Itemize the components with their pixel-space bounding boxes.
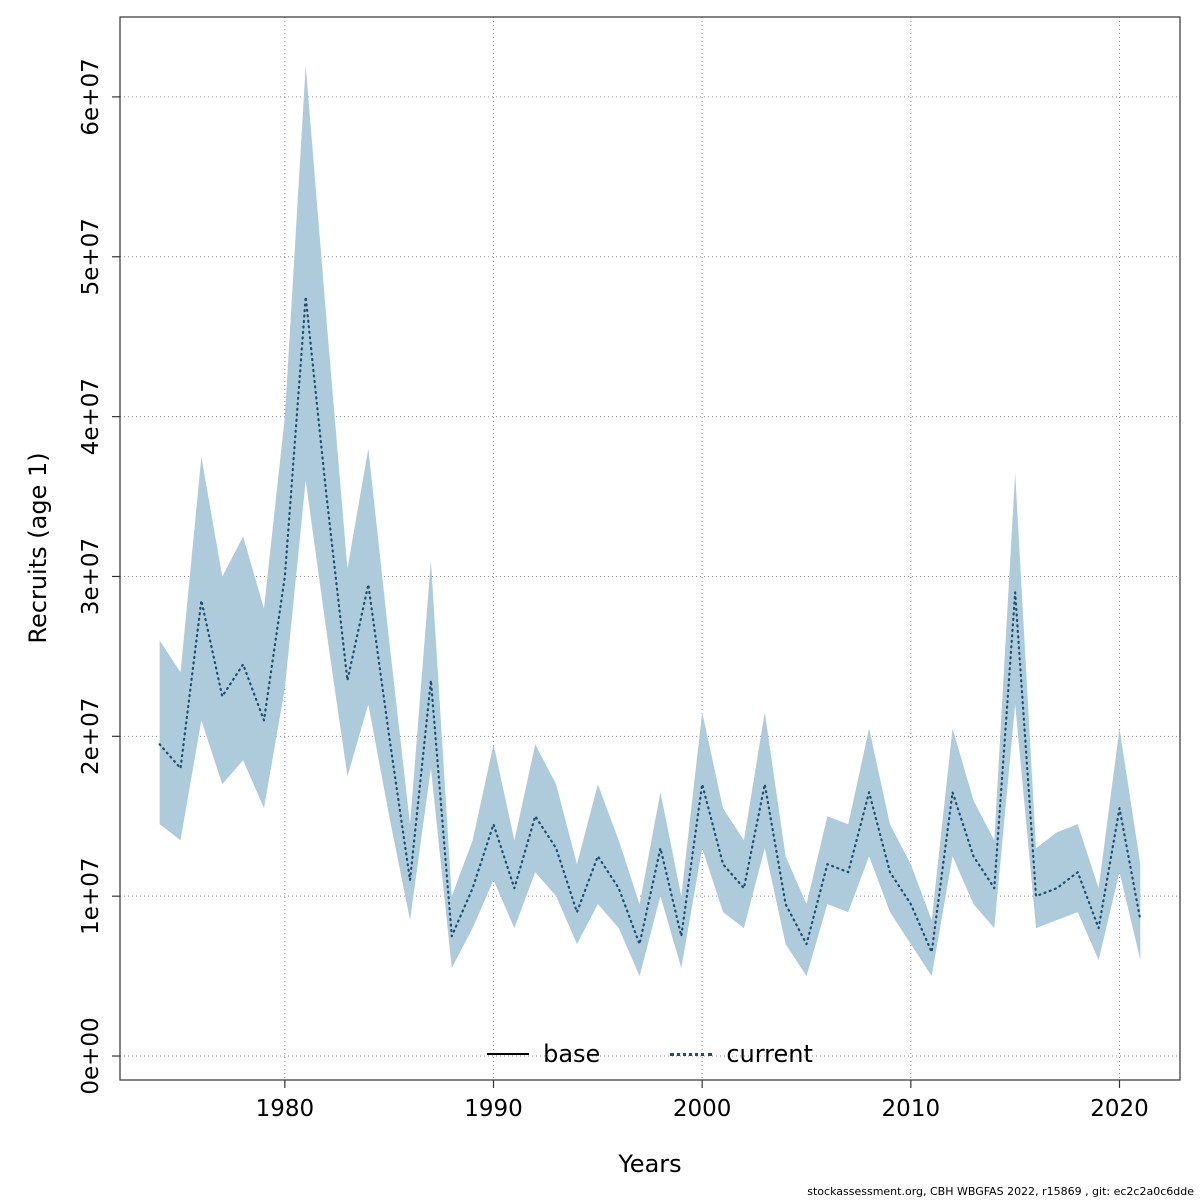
svg-text:2010: 2010 xyxy=(882,1096,941,1122)
legend-item-current: current xyxy=(670,1040,813,1068)
current-series-line xyxy=(158,295,1142,954)
current-line-swatch xyxy=(670,1052,713,1056)
svg-text:6e+07: 6e+07 xyxy=(78,58,104,135)
svg-text:2000: 2000 xyxy=(673,1096,732,1122)
legend-item-base: base xyxy=(487,1040,600,1068)
confidence-band xyxy=(159,64,1141,977)
axis-tick-labels: 1980 1990 2000 2010 2020 0e+00 1e+07 2e+07 3e+07… xyxy=(78,58,1149,1122)
y-axis-label: Recruits (age 1) xyxy=(24,452,52,644)
plot-frame xyxy=(119,16,1181,1081)
svg-text:4e+07: 4e+07 xyxy=(78,378,104,455)
legend: base current xyxy=(120,1040,1180,1068)
svg-text:2e+07: 2e+07 xyxy=(78,698,104,775)
footer-credit: stockassessment.org, CBH WBGFAS 2022, r1… xyxy=(807,1185,1194,1198)
svg-text:1e+07: 1e+07 xyxy=(78,858,104,935)
svg-text:2020: 2020 xyxy=(1090,1096,1149,1122)
base-line-swatch xyxy=(487,1053,530,1055)
svg-text:1990: 1990 xyxy=(464,1096,523,1122)
svg-text:5e+07: 5e+07 xyxy=(78,218,104,295)
legend-label-base: base xyxy=(543,1040,601,1068)
svg-text:0e+00: 0e+00 xyxy=(78,1017,104,1094)
svg-text:3e+07: 3e+07 xyxy=(78,538,104,615)
legend-label-current: current xyxy=(726,1040,813,1068)
axis-ticks xyxy=(112,96,1121,1088)
x-axis-label: Years xyxy=(618,1150,682,1178)
svg-text:1980: 1980 xyxy=(256,1096,315,1122)
